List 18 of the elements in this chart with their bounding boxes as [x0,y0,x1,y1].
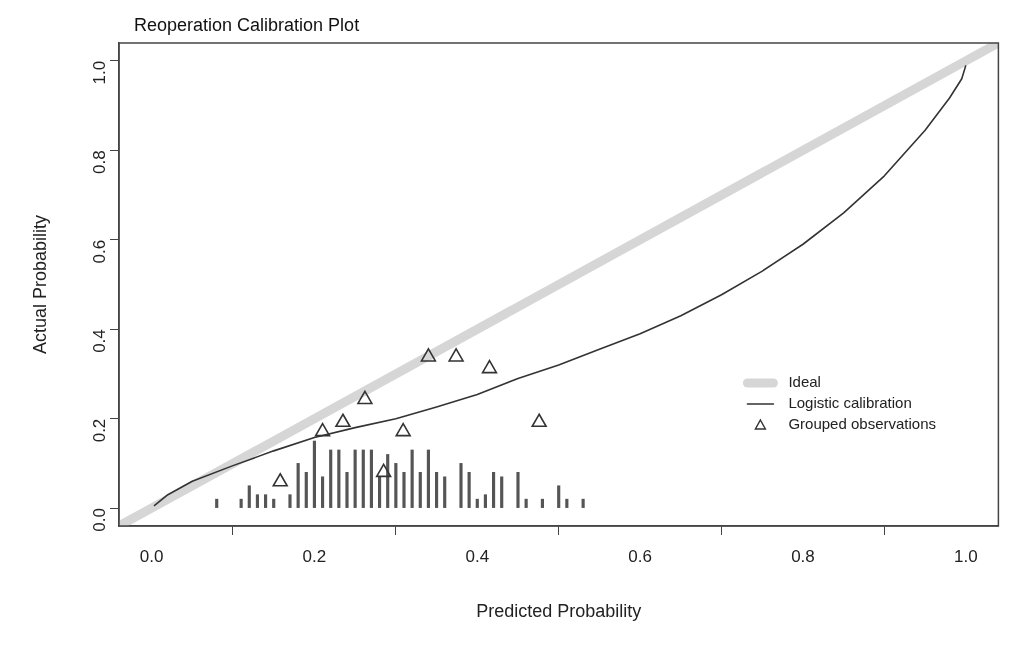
x-tick-label: 0.2 [302,546,327,566]
y-axis-title: Actual Probability [29,214,50,355]
x-tick-label: 0.8 [791,546,815,566]
y-tick-label: 0.6 [89,239,109,264]
legend-label: Logistic calibration [788,394,912,412]
legend-label: Grouped observations [788,415,936,433]
text: 1.0 [954,546,978,566]
text: 1.0 [89,60,109,85]
y-tick-label: 0.8 [89,150,109,174]
y-tick-label: 0.4 [89,329,109,353]
x-axis-title: Predicted Probability [476,601,642,622]
text: 0.0 [139,546,164,566]
legend-label: Ideal [788,373,821,391]
text: 0.0 [89,508,109,532]
x-tick-label: 0.6 [628,546,652,566]
x-tick-label: 0.4 [465,546,490,566]
y-tick-label: 0.2 [89,418,109,443]
chart-title: Reoperation Calibration Plot [134,14,360,35]
